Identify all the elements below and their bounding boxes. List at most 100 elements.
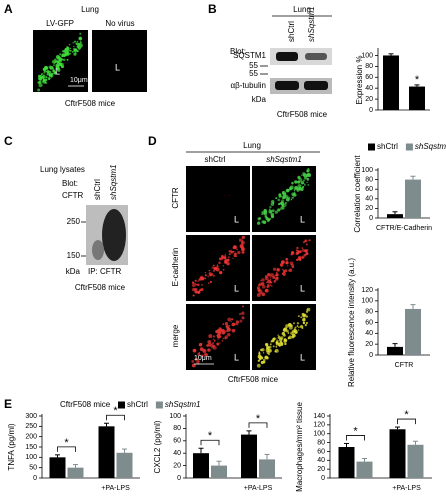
row-label: E-cadherin bbox=[171, 248, 180, 287]
stain bbox=[271, 215, 274, 219]
error-bar bbox=[392, 211, 398, 215]
stain bbox=[47, 72, 50, 76]
stain bbox=[283, 339, 287, 343]
y-tick-label: 40 bbox=[365, 330, 373, 337]
y-tick-label: 0 bbox=[369, 107, 373, 114]
stain bbox=[226, 258, 230, 262]
stain bbox=[282, 196, 285, 200]
stain bbox=[54, 60, 57, 64]
stain bbox=[288, 335, 292, 340]
bar bbox=[383, 55, 399, 110]
stain bbox=[231, 318, 234, 321]
stain bbox=[272, 267, 277, 271]
stain bbox=[298, 250, 302, 253]
stain bbox=[207, 340, 212, 344]
stain bbox=[297, 315, 300, 318]
y-tick-label: 20 bbox=[365, 341, 373, 348]
stain bbox=[239, 244, 244, 249]
unit-label: kDa bbox=[66, 267, 81, 276]
bar bbox=[98, 426, 115, 478]
stain bbox=[66, 46, 68, 48]
stain bbox=[236, 248, 238, 250]
bar bbox=[193, 453, 209, 478]
stain bbox=[224, 194, 226, 197]
stain bbox=[221, 340, 224, 342]
x-tick-label: +PA-LPS bbox=[101, 485, 130, 492]
significance-bracket bbox=[106, 414, 125, 421]
x-tick-label: +PA-LPS bbox=[244, 485, 273, 492]
stain bbox=[284, 342, 287, 346]
stain bbox=[200, 342, 203, 345]
stain bbox=[261, 348, 265, 352]
y-tick-label: 50 bbox=[29, 465, 37, 472]
stain bbox=[60, 65, 64, 69]
stain bbox=[40, 73, 43, 76]
y-tick-label: 40 bbox=[365, 196, 373, 203]
error-bar bbox=[73, 464, 78, 468]
row-label: merge bbox=[171, 324, 180, 347]
stain bbox=[300, 325, 304, 329]
micrograph bbox=[92, 30, 147, 92]
lumen-label: L bbox=[55, 66, 60, 76]
stain bbox=[74, 52, 77, 55]
stain bbox=[304, 183, 306, 186]
stain bbox=[274, 274, 276, 277]
stain bbox=[296, 246, 299, 250]
stain bbox=[219, 342, 221, 344]
stain bbox=[285, 329, 289, 333]
stain bbox=[261, 213, 263, 216]
stain bbox=[241, 311, 245, 315]
stain bbox=[203, 350, 205, 352]
lumen-label: L bbox=[300, 283, 305, 293]
stain bbox=[222, 323, 224, 325]
significance-bracket bbox=[397, 418, 416, 425]
legend-swatch bbox=[368, 143, 375, 151]
legend-label: shCtrl bbox=[377, 142, 398, 151]
stain bbox=[290, 198, 293, 201]
stain bbox=[241, 242, 243, 245]
stain bbox=[281, 260, 285, 264]
stain bbox=[197, 290, 201, 294]
stain bbox=[278, 193, 282, 197]
stain bbox=[241, 235, 246, 240]
y-tick-label: 250 bbox=[25, 423, 37, 430]
marker-label: 150 bbox=[67, 251, 81, 260]
stain bbox=[292, 197, 294, 199]
panel-label: A bbox=[4, 2, 13, 16]
panel-caption: CftrF508 mice bbox=[65, 99, 116, 108]
lumen-label: L bbox=[234, 283, 239, 293]
error-bar bbox=[413, 440, 418, 445]
y-tick-label: 100 bbox=[361, 52, 373, 59]
stain bbox=[296, 325, 299, 327]
y-tick-label: 40 bbox=[365, 85, 373, 92]
y-axis-label: Correlation coefficient bbox=[353, 155, 362, 233]
stain bbox=[204, 354, 206, 356]
stain bbox=[264, 342, 269, 347]
bar bbox=[405, 179, 421, 218]
stain bbox=[280, 201, 284, 206]
marker-label: 250 bbox=[67, 217, 81, 226]
column-label: No virus bbox=[105, 19, 134, 28]
stain bbox=[41, 75, 45, 80]
stain bbox=[271, 339, 275, 343]
band bbox=[102, 209, 126, 261]
stain bbox=[265, 215, 268, 218]
stain bbox=[239, 240, 241, 242]
stain bbox=[218, 261, 221, 265]
stain bbox=[230, 320, 232, 323]
stain bbox=[59, 53, 62, 56]
panel-label: C bbox=[4, 134, 13, 148]
stain bbox=[230, 250, 234, 254]
y-tick-label: 150 bbox=[25, 444, 37, 451]
stain bbox=[199, 289, 201, 292]
y-axis-label: TNFA (pg/ml) bbox=[7, 423, 16, 470]
stain bbox=[294, 180, 298, 184]
lane-label: shCtrl bbox=[287, 21, 296, 42]
stain bbox=[276, 339, 279, 343]
lumen-label: L bbox=[300, 214, 305, 224]
stain bbox=[228, 250, 230, 252]
stain bbox=[305, 310, 309, 313]
stain bbox=[69, 49, 72, 52]
stain bbox=[71, 50, 74, 53]
stain bbox=[235, 320, 240, 324]
